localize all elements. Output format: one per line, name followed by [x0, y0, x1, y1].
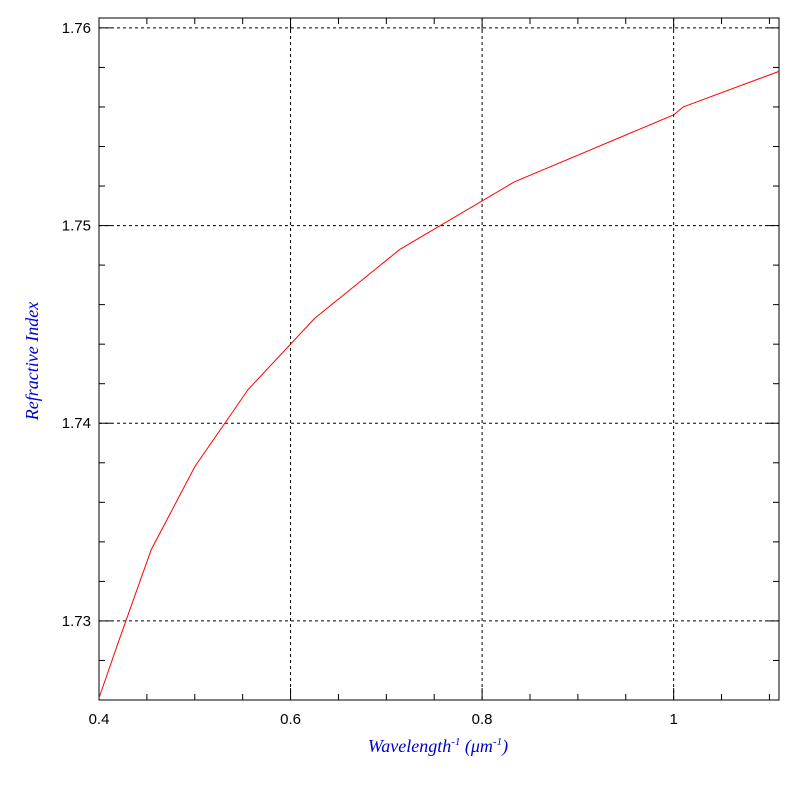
x-axis-title: Wavelength-1 (μm-1)	[368, 736, 508, 757]
y-tick-label: 1.76	[62, 20, 91, 37]
grid-lines	[99, 18, 779, 700]
x-tick-label: 0.6	[280, 711, 301, 728]
y-tick-label: 1.73	[62, 613, 91, 630]
tick-labels: 0.4 0.6 0.8 1 1.73 1.74 1.75 1.76	[62, 20, 678, 728]
axis-ticks	[98, 18, 779, 701]
y-axis-title: Refractive Index	[22, 302, 42, 421]
y-tick-label: 1.74	[62, 415, 91, 432]
x-tick-label: 1	[669, 711, 677, 728]
refractive-index-line	[98, 70, 780, 699]
x-tick-label: 0.4	[89, 711, 110, 728]
y-tick-label: 1.75	[62, 218, 91, 235]
x-tick-label: 0.8	[472, 711, 493, 728]
series-layer	[98, 70, 780, 699]
plot-frame	[98, 17, 780, 701]
